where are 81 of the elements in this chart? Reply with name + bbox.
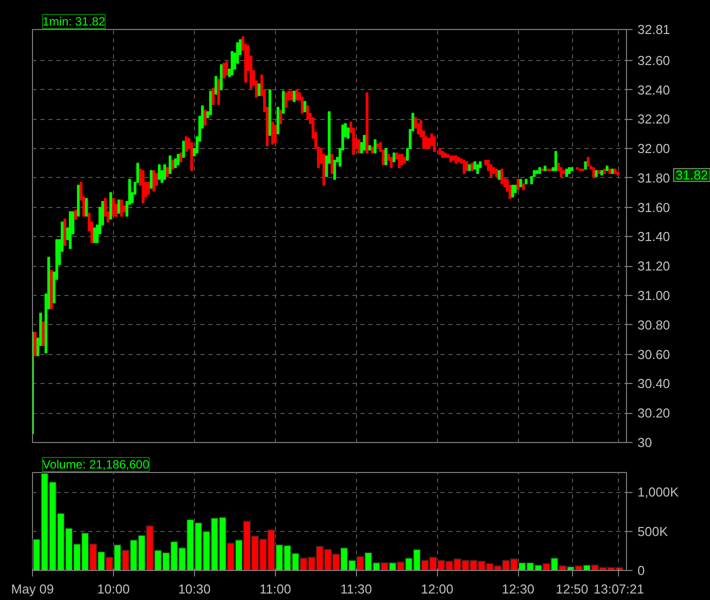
- candlestick: [358, 139, 360, 154]
- y-tick-label: 30.20: [638, 406, 670, 421]
- candlestick: [168, 155, 172, 174]
- x-tick-label: 10:30: [178, 582, 211, 596]
- y-tick-label: 31.80: [638, 170, 670, 186]
- candlestick: [176, 154, 180, 166]
- candlestick: [398, 154, 401, 168]
- candlestick: [152, 170, 156, 192]
- candlestick: [222, 62, 226, 78]
- chart-title: Volume: 21,186,600: [42, 458, 150, 472]
- y-tick-label: 30.40: [638, 376, 670, 392]
- y-tick-label: 30: [638, 435, 652, 450]
- y-tick-label: 32.81: [638, 22, 670, 37]
- candlestick: [120, 199, 123, 217]
- y-tick-label: 30.80: [638, 317, 670, 332]
- candlestick: [390, 156, 393, 168]
- candlestick: [117, 199, 120, 214]
- x-tick-label: 12:50: [556, 582, 588, 596]
- chart-title: 1min: 31.82: [42, 14, 106, 28]
- candlestick: [500, 168, 504, 184]
- candlestick: [112, 198, 115, 217]
- candlestick: [182, 140, 185, 158]
- candlestick: [204, 110, 207, 126]
- candlestick: [271, 122, 274, 145]
- candlestick: [147, 182, 150, 195]
- y-tick-label: 30.60: [638, 346, 670, 362]
- candlestick: [258, 83, 260, 96]
- candlestick: [158, 164, 161, 180]
- y-tick-label: 32.40: [638, 82, 670, 98]
- y-tick-label: 0: [638, 563, 645, 578]
- y-tick-label: 32.60: [638, 52, 670, 68]
- candlestick: [85, 198, 88, 217]
- candlestick: [362, 134, 366, 151]
- candlestick: [346, 127, 350, 139]
- candlestick: [150, 170, 153, 189]
- candlestick: [516, 178, 520, 190]
- candlestick: [214, 76, 218, 95]
- x-tick-label: 11:30: [340, 582, 372, 596]
- candlestick: [212, 88, 215, 105]
- candlestick: [295, 89, 298, 101]
- candlestick: [511, 184, 514, 198]
- candlestick: [428, 138, 430, 150]
- x-tick-label: 11:00: [259, 582, 292, 596]
- text: 31.82: [676, 168, 708, 183]
- candlestick: [330, 154, 334, 174]
- candlestick: [306, 105, 310, 120]
- candlestick: [34, 332, 37, 356]
- candlestick: [384, 148, 388, 166]
- candlestick: [230, 51, 234, 76]
- candlestick: [284, 92, 288, 108]
- x-tick-label: 12:00: [420, 582, 454, 596]
- x-tick-label: 10:00: [97, 582, 130, 596]
- candlestick: [279, 110, 282, 124]
- candlestick: [374, 139, 376, 154]
- x-tick-label: 13:07:21: [594, 582, 644, 596]
- candlestick: [163, 164, 166, 180]
- candlestick: [400, 154, 404, 166]
- y-tick-label: 31.60: [638, 200, 670, 215]
- y-tick-label: 31.40: [638, 229, 670, 244]
- candlestick: [93, 227, 96, 244]
- candlestick: [225, 61, 228, 76]
- y-tick-label: 500K: [638, 524, 668, 539]
- candlestick: [282, 90, 285, 114]
- candlestick: [292, 90, 296, 102]
- candlestick: [274, 124, 277, 144]
- y-tick-label: 32.20: [638, 112, 670, 127]
- y-tick-label: 31.20: [638, 258, 670, 274]
- candlestick: [184, 136, 188, 152]
- candlestick: [209, 90, 212, 116]
- candlestick: [42, 321, 45, 346]
- y-tick-label: 1,000K: [638, 484, 680, 500]
- candlestick: [433, 136, 436, 152]
- candlestick: [554, 150, 558, 172]
- x-tick-label: 12:30: [502, 582, 534, 596]
- y-tick-label: 32.00: [638, 141, 670, 156]
- x-tick-label: May 09: [11, 582, 54, 596]
- candlestick: [333, 160, 336, 180]
- candlestick: [304, 101, 306, 112]
- candlestick: [490, 164, 492, 177]
- candlestick: [462, 160, 466, 174]
- y-tick-label: 31.00: [638, 288, 670, 304]
